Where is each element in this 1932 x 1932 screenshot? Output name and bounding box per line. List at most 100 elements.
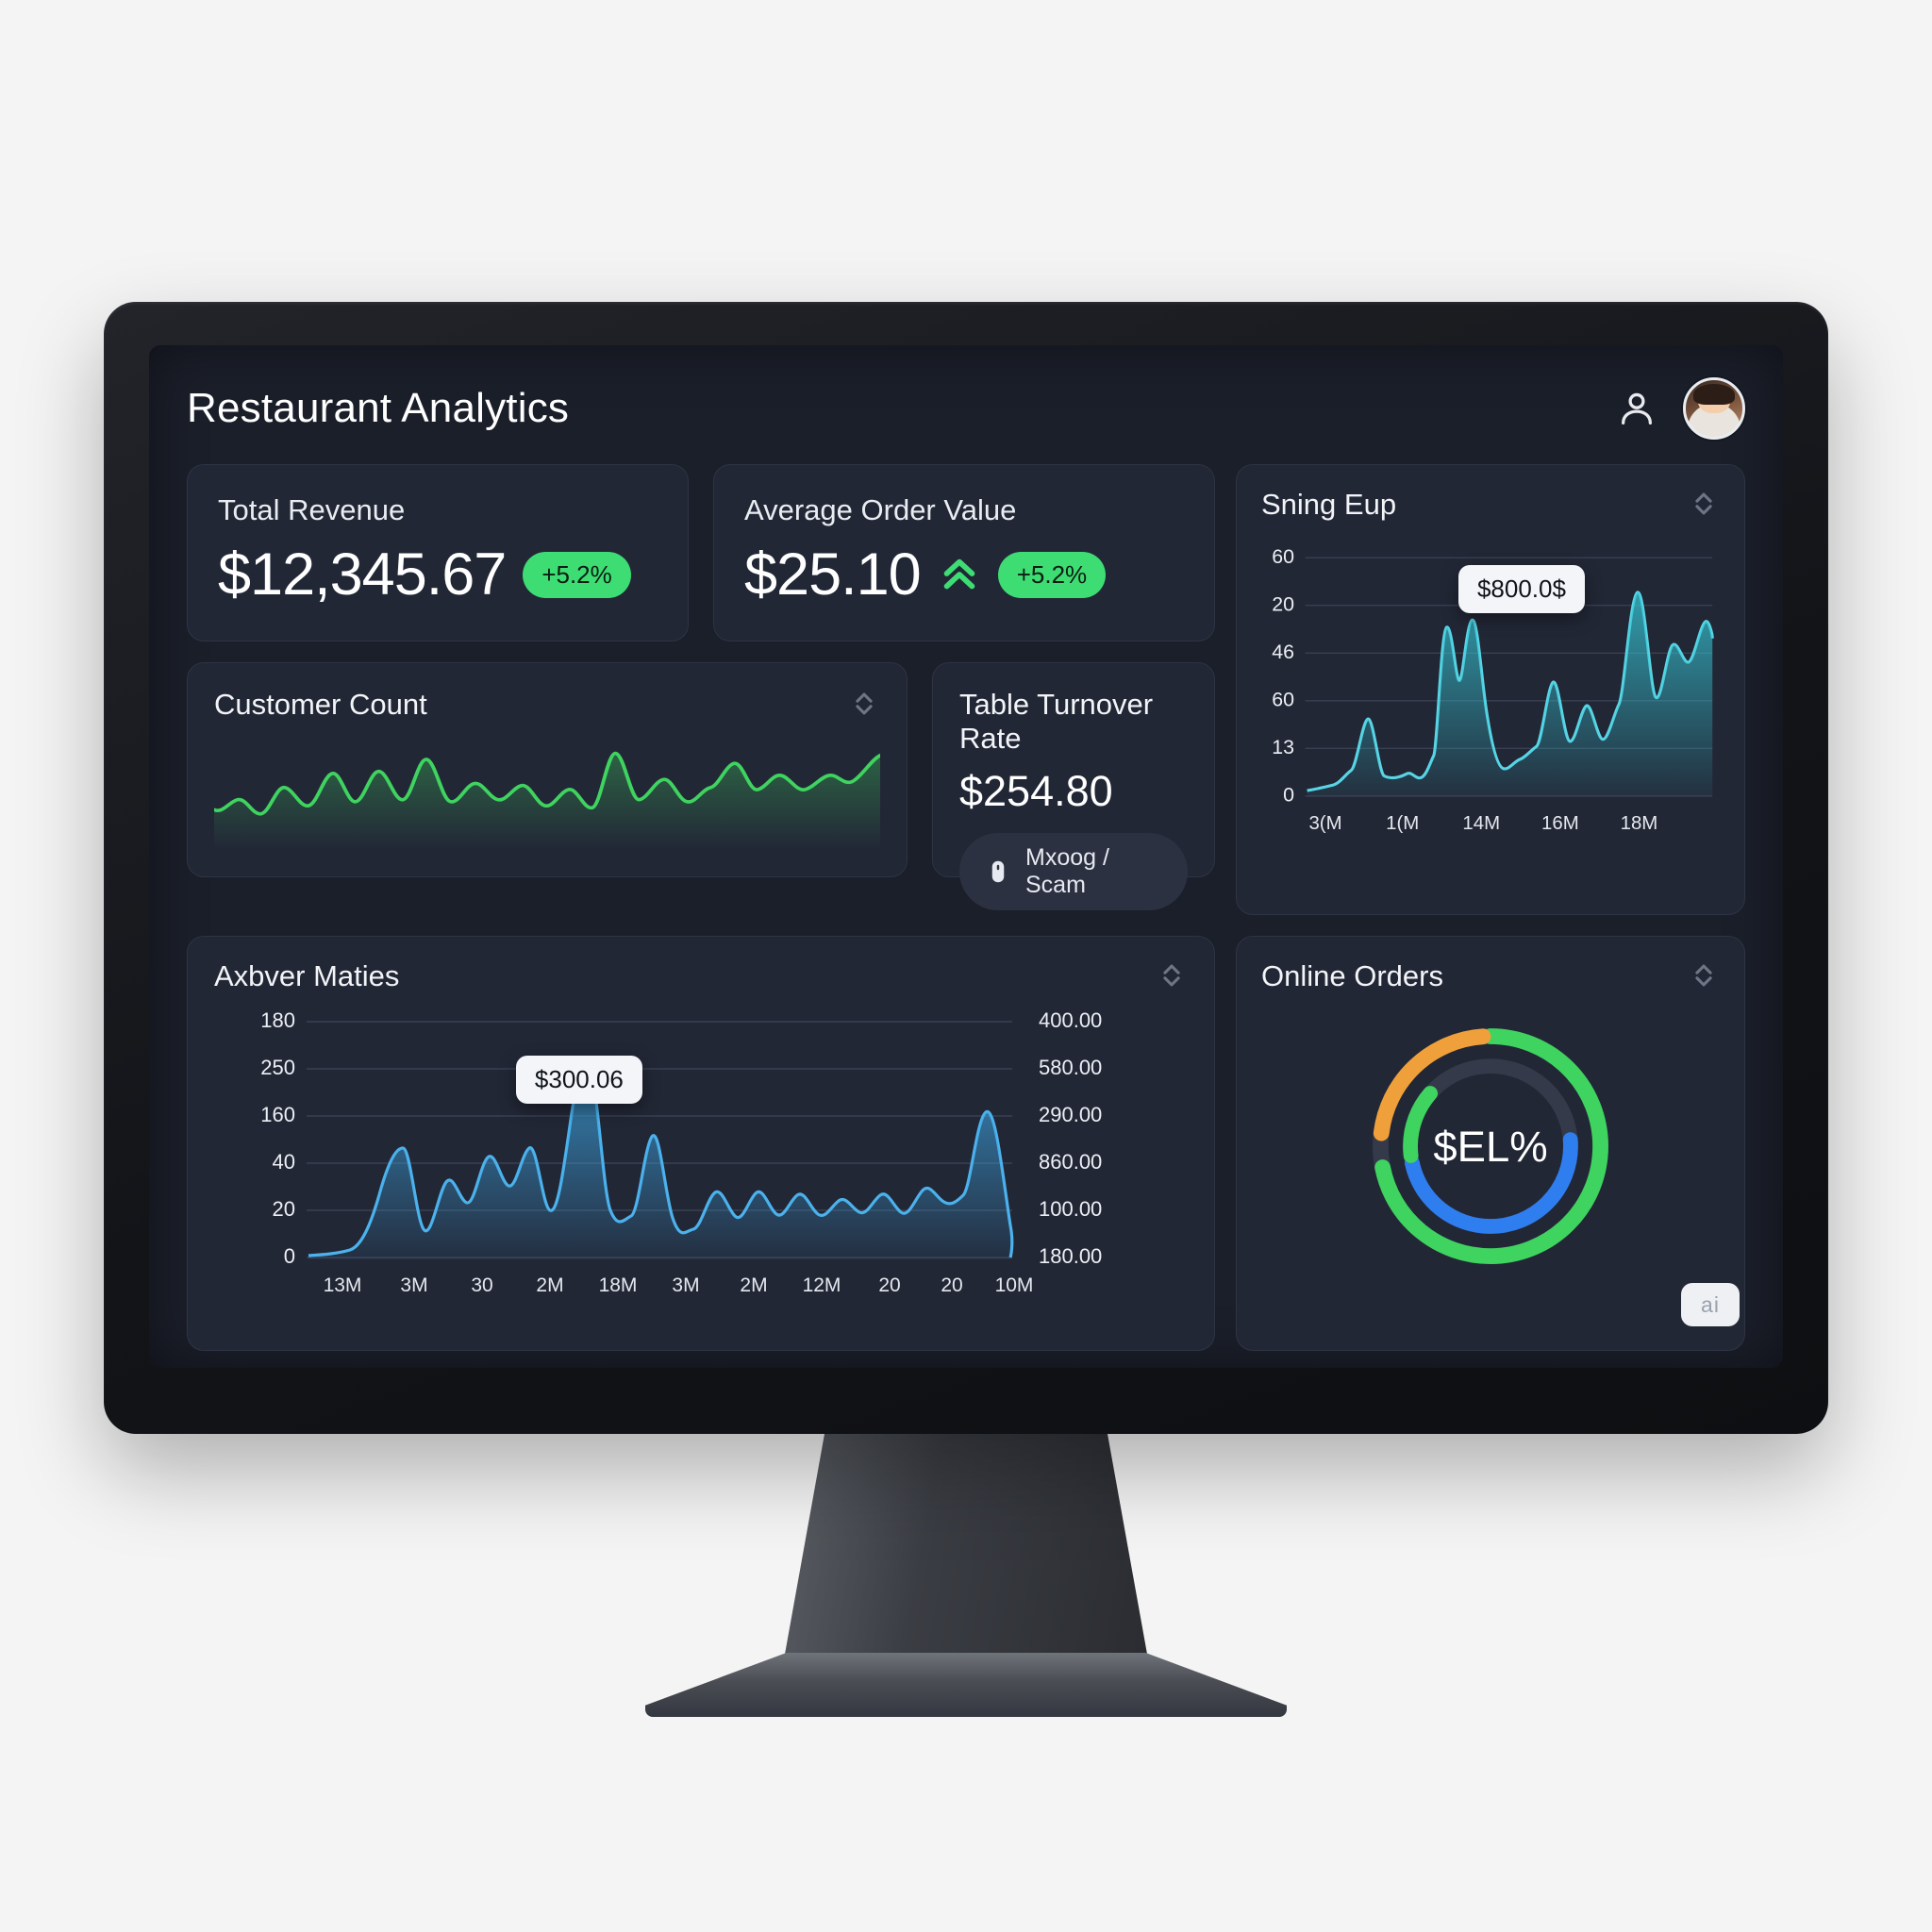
bottom-right-column: Online Orders <box>1236 936 1745 1351</box>
status-badge: +5.2% <box>523 551 631 598</box>
top-left-column: Total Revenue $12,345.67 +5.2% Average O… <box>187 464 1215 915</box>
watermark-logo: ai <box>1681 1283 1740 1326</box>
card-spending-up: Sning Eup <box>1236 464 1745 915</box>
svg-text:18M: 18M <box>1621 813 1658 834</box>
svg-text:400.00: 400.00 <box>1039 1008 1102 1032</box>
svg-text:180: 180 <box>260 1008 295 1032</box>
card-title: Axbver Maties <box>214 959 400 992</box>
svg-text:20: 20 <box>1272 593 1294 616</box>
card-header: Sning Eup <box>1261 488 1720 522</box>
chevron-double-up-icon <box>943 558 974 590</box>
online-orders-donut-chart: $EL% <box>1373 1028 1608 1265</box>
svg-text:18M: 18M <box>599 1274 638 1296</box>
secondary-row: Customer Count <box>187 662 1215 910</box>
donut-segment-blue <box>1403 1058 1578 1234</box>
svg-text:20: 20 <box>941 1274 962 1296</box>
chart-tooltip: $300.06 <box>515 1056 642 1104</box>
card-customer-count: Customer Count <box>187 662 908 877</box>
card-table-turnover-rate: Table Turnover Rate $254.80 Mxoog / Scam <box>932 662 1215 910</box>
expand-icon[interactable] <box>848 688 880 720</box>
page-title: Restaurant Analytics <box>187 385 570 431</box>
x-axis-ticks: 13M 3M 30 2M 18M 3M 2M 12M 20 <box>324 1274 1034 1296</box>
svg-text:3M: 3M <box>672 1274 699 1296</box>
expand-icon[interactable] <box>1688 488 1720 520</box>
card-header: Axbver Maties <box>214 959 1188 993</box>
svg-text:290.00: 290.00 <box>1039 1103 1102 1126</box>
kpi-card-total-revenue: Total Revenue $12,345.67 +5.2% <box>187 464 689 641</box>
svg-text:1(M: 1(M <box>1386 813 1419 834</box>
svg-text:60: 60 <box>1272 689 1294 711</box>
dashboard-header: Restaurant Analytics <box>187 377 1745 440</box>
kpi-value-row: $25.10 +5.2% <box>744 541 1184 608</box>
dashboard: Restaurant Analytics <box>149 345 1783 1368</box>
card-header: Customer Count <box>214 688 880 722</box>
x-axis-ticks: 3(M 1(M 14M 16M 18M <box>1308 813 1657 834</box>
header-actions <box>1615 377 1745 440</box>
avatar[interactable] <box>1683 377 1745 440</box>
svg-text:46: 46 <box>1272 641 1294 663</box>
monitor-neck <box>782 1424 1150 1670</box>
expand-icon[interactable] <box>1688 959 1720 991</box>
svg-text:13M: 13M <box>324 1274 362 1296</box>
donut-segment-orange <box>1373 1028 1608 1265</box>
status-badge: +5.2% <box>997 551 1107 598</box>
card-title: Online Orders <box>1261 959 1443 992</box>
svg-text:30: 30 <box>471 1274 492 1296</box>
svg-text:20: 20 <box>878 1274 900 1296</box>
kpi-value: $12,345.67 <box>218 541 507 608</box>
monitor-screen: Restaurant Analytics <box>149 345 1783 1368</box>
area-fill <box>1307 591 1713 796</box>
svg-text:0: 0 <box>1283 784 1294 807</box>
svg-text:3M: 3M <box>400 1274 427 1296</box>
donut-center-label: $EL% <box>1433 1123 1547 1171</box>
svg-text:860.00: 860.00 <box>1039 1150 1102 1174</box>
monitor-base <box>645 1653 1287 1717</box>
kpi-label: Total Revenue <box>218 493 406 526</box>
bottom-left-column: Axbver Maties <box>187 936 1215 1351</box>
svg-text:250: 250 <box>260 1056 295 1079</box>
bottom-grid: Axbver Maties <box>187 936 1745 1351</box>
mode-toggle-label: Mxoog / Scam <box>1025 844 1109 898</box>
card-online-orders: Online Orders <box>1236 936 1745 1351</box>
axbver-maties-area-chart: 180 250 160 40 20 0 <box>260 1008 1102 1296</box>
card-header: Online Orders <box>1261 959 1720 993</box>
y-axis-ticks: 60 20 46 60 13 0 <box>1272 545 1294 807</box>
area-line <box>1307 591 1714 792</box>
card-axbver-maties: Axbver Maties <box>187 936 1215 1351</box>
kpi-card-average-order-value: Average Order Value $25.10 +5.2% <box>713 464 1215 641</box>
turnover-value: $254.80 <box>959 767 1113 815</box>
top-grid: Total Revenue $12,345.67 +5.2% Average O… <box>187 464 1745 915</box>
mode-toggle-button[interactable]: Mxoog / Scam <box>959 833 1188 910</box>
monitor-bezel: Restaurant Analytics <box>104 302 1828 1434</box>
card-title: Sning Eup <box>1261 488 1397 521</box>
chart-tooltip: $800.0$ <box>1457 565 1585 613</box>
svg-text:16M: 16M <box>1541 813 1579 834</box>
svg-text:2M: 2M <box>536 1274 563 1296</box>
card-title: Table Turnover Rate <box>959 688 1154 755</box>
svg-text:40: 40 <box>273 1150 295 1174</box>
svg-text:12M: 12M <box>803 1274 841 1296</box>
user-icon[interactable] <box>1615 387 1658 430</box>
customer-count-sparkline <box>212 751 882 850</box>
svg-text:160: 160 <box>260 1103 295 1126</box>
kpi-label: Average Order Value <box>744 493 1017 526</box>
kpi-value: $25.10 <box>744 541 922 608</box>
y-axis-right-ticks: 400.00 580.00 290.00 860.00 100.00 180.0… <box>1039 1008 1102 1268</box>
svg-text:14M: 14M <box>1462 813 1500 834</box>
kpi-row: Total Revenue $12,345.67 +5.2% Average O… <box>187 464 1215 641</box>
svg-text:580.00: 580.00 <box>1039 1056 1102 1079</box>
svg-text:100.00: 100.00 <box>1039 1197 1102 1221</box>
kpi-value-row: $12,345.67 +5.2% <box>218 541 658 608</box>
card-title: Customer Count <box>214 688 427 721</box>
svg-text:20: 20 <box>273 1197 295 1221</box>
sparkline-fill <box>214 753 880 850</box>
expand-icon[interactable] <box>1156 959 1188 991</box>
svg-text:60: 60 <box>1272 545 1294 568</box>
y-axis-left-ticks: 180 250 160 40 20 0 <box>260 1008 295 1268</box>
svg-text:10M: 10M <box>995 1274 1034 1296</box>
svg-text:2M: 2M <box>740 1274 767 1296</box>
svg-text:0: 0 <box>284 1244 295 1268</box>
svg-text:13: 13 <box>1272 736 1294 758</box>
svg-text:3(M: 3(M <box>1308 813 1341 834</box>
